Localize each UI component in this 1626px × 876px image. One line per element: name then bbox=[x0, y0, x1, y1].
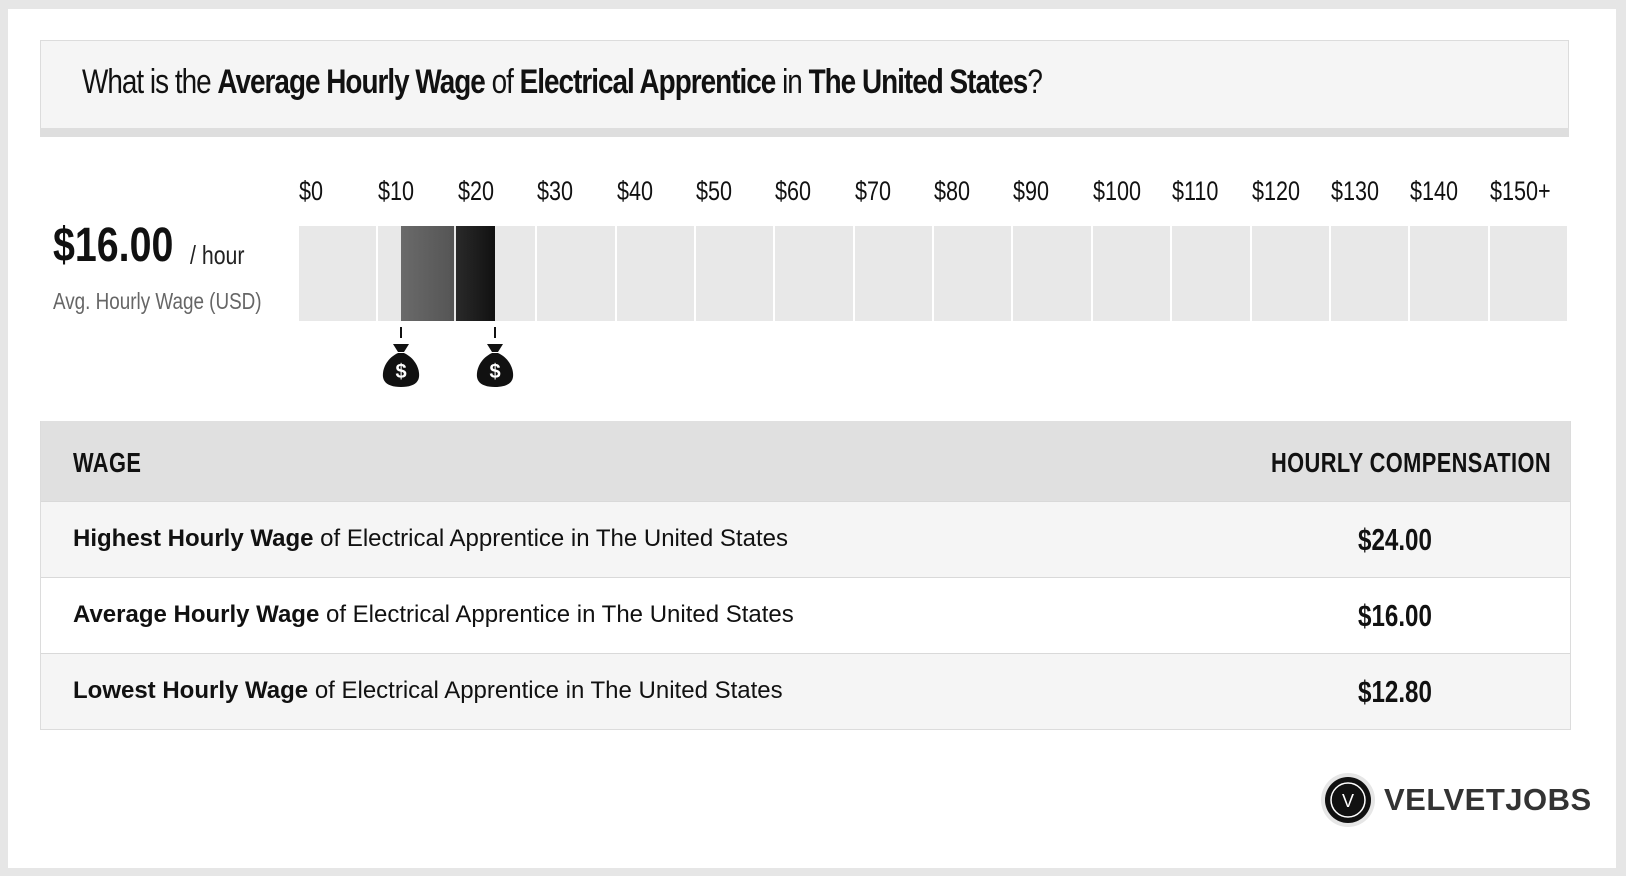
row-label: Lowest Hourly Wage of Electrical Apprent… bbox=[73, 677, 783, 704]
svg-text:$: $ bbox=[489, 361, 500, 383]
row-value: $24.00 bbox=[1358, 522, 1432, 557]
scale-segment bbox=[299, 226, 377, 321]
wage-table: WAGE HOURLY COMPENSATION Highest Hourly … bbox=[40, 421, 1571, 730]
tick-label: $150+ bbox=[1489, 176, 1551, 206]
money-bag-icon: $ bbox=[476, 344, 513, 387]
scale-segment bbox=[1251, 226, 1329, 321]
scale-segment bbox=[775, 226, 853, 321]
tick-label: $70 bbox=[854, 176, 891, 206]
tick-label: $20 bbox=[457, 176, 494, 206]
page-title: What is the Average Hourly Wage of Elect… bbox=[82, 63, 1043, 101]
logo-mark: V bbox=[1342, 791, 1354, 811]
question-header: What is the Average Hourly Wage of Elect… bbox=[40, 40, 1569, 128]
average-wage-unit: / hour bbox=[190, 240, 245, 270]
row-label: Highest Hourly Wage of Electrical Appren… bbox=[73, 525, 788, 552]
tick-label: $120 bbox=[1251, 176, 1300, 206]
scale-segment bbox=[1330, 226, 1409, 321]
scale-segment bbox=[854, 226, 932, 321]
header-divider bbox=[40, 128, 1569, 137]
marker-tick bbox=[399, 327, 402, 338]
column-header-wage: WAGE bbox=[73, 447, 142, 478]
scale-segment bbox=[1092, 226, 1171, 321]
scale-segment bbox=[1489, 226, 1567, 321]
scale-segment bbox=[934, 226, 1012, 321]
tick-label: $90 bbox=[1013, 176, 1050, 206]
column-header-compensation: HOURLY COMPENSATION bbox=[1271, 447, 1552, 478]
row-label: Average Hourly Wage of Electrical Appren… bbox=[73, 601, 794, 628]
tick-label: $10 bbox=[378, 176, 415, 206]
tick-label: $40 bbox=[616, 176, 653, 206]
table-header: WAGE HOURLY COMPENSATION bbox=[41, 421, 1570, 501]
money-bag-icon: $ bbox=[382, 344, 419, 387]
average-to-high-bar bbox=[456, 226, 495, 321]
tick-label: $110 bbox=[1172, 176, 1219, 206]
average-wage-caption: Avg. Hourly Wage (USD) bbox=[53, 288, 262, 314]
wage-scale-track bbox=[299, 226, 1569, 321]
tick-label: $30 bbox=[537, 176, 574, 206]
scale-segment bbox=[616, 226, 694, 321]
tick-label: $80 bbox=[934, 176, 971, 206]
table-row: Average Hourly Wage of Electrical Appren… bbox=[41, 577, 1570, 653]
row-value: $12.80 bbox=[1358, 674, 1432, 709]
svg-text:$: $ bbox=[395, 361, 406, 383]
scale-segment bbox=[1410, 226, 1488, 321]
tick-label: $50 bbox=[695, 176, 732, 206]
table-row: Highest Hourly Wage of Electrical Appren… bbox=[41, 501, 1570, 577]
tick-label: $100 bbox=[1092, 176, 1141, 206]
velvetjobs-logo-icon: V bbox=[1321, 773, 1375, 827]
row-value: $16.00 bbox=[1358, 598, 1432, 633]
tick-label: $140 bbox=[1410, 176, 1459, 206]
tick-label: $60 bbox=[775, 176, 812, 206]
scale-segment bbox=[537, 226, 615, 321]
tick-label: $0 bbox=[299, 176, 324, 206]
table-row: Lowest Hourly Wage of Electrical Apprent… bbox=[41, 653, 1570, 729]
average-wage-value: $16.00 bbox=[53, 219, 174, 272]
scale-segment bbox=[695, 226, 774, 321]
marker-tick bbox=[493, 327, 496, 338]
brand-name: VELVETJOBS bbox=[1384, 782, 1592, 817]
low-to-average-bar bbox=[400, 226, 454, 321]
tick-label: $130 bbox=[1330, 176, 1379, 206]
scale-segment bbox=[1172, 226, 1250, 321]
scale-segment bbox=[1013, 226, 1091, 321]
